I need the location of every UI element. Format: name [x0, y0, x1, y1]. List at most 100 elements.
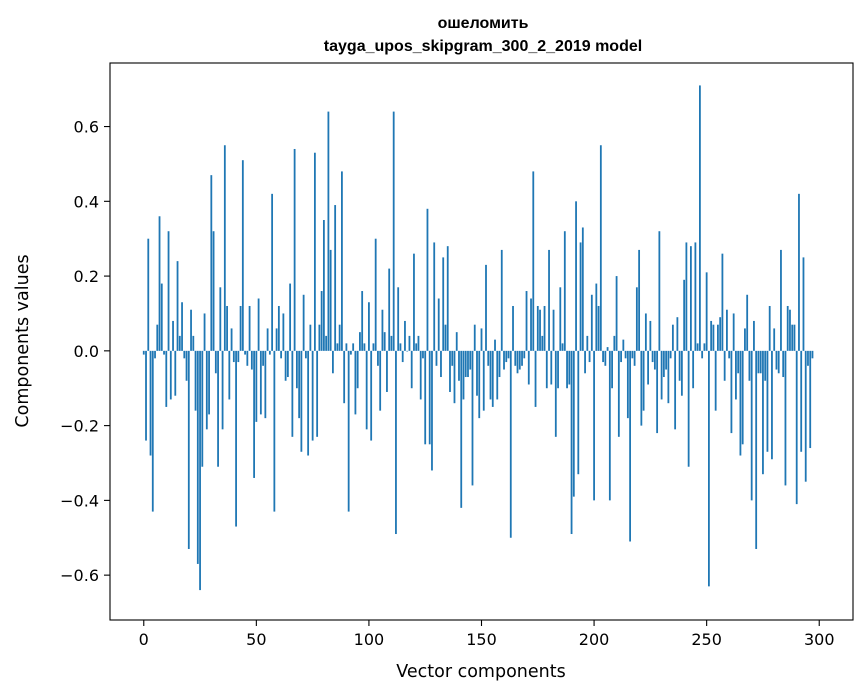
- bar: [282, 313, 285, 351]
- bar: [219, 287, 222, 351]
- bar: [192, 335, 195, 351]
- y-tick-label: 0.6: [74, 118, 99, 137]
- bar: [730, 350, 733, 434]
- bar: [268, 350, 271, 355]
- bar: [795, 350, 798, 505]
- bar: [764, 350, 767, 381]
- bar: [426, 208, 429, 351]
- bar: [680, 350, 683, 396]
- x-tick-label: 50: [246, 630, 266, 649]
- bar: [399, 343, 402, 351]
- bar: [575, 201, 577, 351]
- bar: [624, 350, 627, 359]
- bar: [250, 350, 253, 370]
- bar: [503, 350, 505, 370]
- bar: [480, 328, 483, 351]
- bar: [638, 249, 641, 351]
- bar: [570, 350, 573, 535]
- x-axis-label: Vector components: [396, 662, 565, 682]
- bar: [793, 324, 796, 351]
- bar: [485, 264, 487, 351]
- bar: [669, 350, 672, 359]
- bar: [181, 302, 183, 351]
- bar: [789, 309, 791, 351]
- x-tick-label: 250: [691, 630, 722, 649]
- bar: [755, 350, 758, 549]
- bar: [687, 350, 690, 467]
- bar: [802, 257, 805, 351]
- bar: [232, 350, 235, 363]
- bar: [271, 193, 274, 351]
- bar: [584, 350, 586, 374]
- bar: [226, 305, 228, 351]
- bar: [705, 272, 708, 351]
- bar: [703, 343, 706, 351]
- bar: [275, 328, 278, 351]
- x-axis-ticks: 0 50 100 150 200 250 300: [139, 620, 835, 649]
- bar: [775, 350, 778, 370]
- bar: [417, 335, 420, 351]
- bar: [390, 335, 393, 351]
- bar: [766, 350, 769, 452]
- bar: [255, 350, 258, 422]
- bar: [516, 350, 519, 374]
- bar: [295, 350, 298, 389]
- bar: [586, 335, 589, 351]
- bar: [201, 350, 204, 467]
- bar: [482, 350, 485, 411]
- bar: [404, 320, 406, 351]
- bar: [478, 350, 481, 419]
- bar: [647, 350, 650, 385]
- bar: [635, 287, 638, 351]
- bar: [395, 350, 397, 535]
- bars-group: [142, 85, 814, 591]
- bar: [277, 305, 280, 351]
- bar: [572, 350, 575, 497]
- bar: [147, 238, 150, 351]
- bar: [313, 152, 316, 351]
- bar: [176, 261, 179, 351]
- bar: [689, 246, 692, 351]
- bar: [302, 294, 305, 351]
- bar: [631, 350, 634, 359]
- bar: [656, 350, 659, 434]
- bar: [203, 313, 206, 351]
- bar: [800, 350, 803, 452]
- bar: [651, 350, 654, 363]
- bar: [753, 320, 755, 351]
- bar: [329, 249, 332, 351]
- bar: [455, 332, 458, 351]
- bar: [780, 249, 782, 351]
- bar: [359, 332, 361, 351]
- bar: [451, 350, 454, 366]
- bar: [784, 350, 787, 486]
- bar: [183, 350, 186, 359]
- bar: [248, 305, 251, 351]
- bar: [532, 171, 535, 351]
- bar: [433, 242, 436, 351]
- bar: [291, 350, 294, 437]
- bar: [757, 350, 760, 374]
- bar: [406, 350, 409, 352]
- bar: [185, 350, 188, 381]
- bar: [554, 350, 557, 437]
- bar: [334, 205, 337, 351]
- bar: [356, 350, 359, 389]
- bar: [442, 257, 445, 351]
- bar: [464, 350, 467, 378]
- bar: [169, 350, 172, 400]
- bar: [595, 283, 598, 351]
- bar: [187, 350, 190, 549]
- bar: [415, 343, 418, 351]
- bar: [154, 350, 156, 359]
- bar: [246, 350, 249, 366]
- bar: [174, 350, 177, 396]
- bar: [577, 350, 580, 475]
- bar: [332, 350, 334, 374]
- x-tick-label: 0: [139, 630, 149, 649]
- bar: [311, 350, 314, 441]
- bar: [597, 305, 600, 351]
- bar: [514, 350, 517, 366]
- bar: [543, 305, 546, 351]
- bar: [379, 350, 382, 411]
